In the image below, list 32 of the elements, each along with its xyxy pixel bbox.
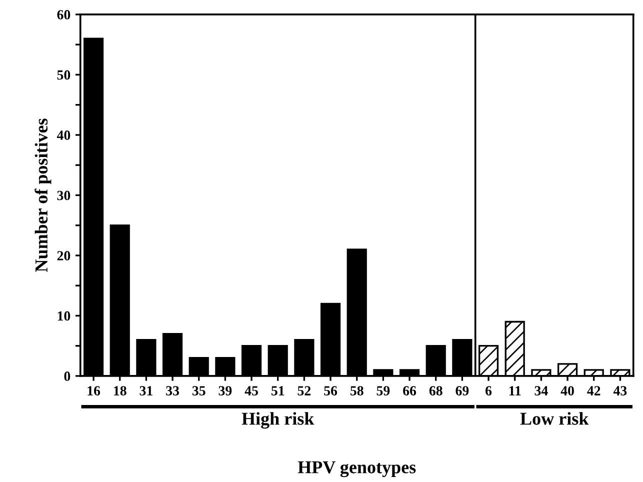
- x-tick-label: 56: [324, 386, 338, 396]
- y-tick-label: 10: [58, 311, 70, 321]
- y-tick-label: 30: [57, 190, 70, 200]
- x-tick-label: 59: [376, 386, 390, 396]
- x-tick-label: 11: [509, 386, 521, 396]
- y-tick-label: 20: [57, 251, 70, 260]
- y-tick-label: 50: [57, 70, 70, 80]
- y-axis-title: Number of positives: [34, 118, 52, 272]
- x-axis-title: HPV genotypes: [298, 461, 416, 478]
- x-tick-label: 40: [560, 386, 574, 396]
- x-tick-label: 42: [587, 386, 600, 396]
- x-tick-label: 35: [192, 386, 206, 396]
- x-tick-label: 31: [140, 386, 152, 396]
- text: Low risk: [520, 412, 589, 425]
- x-tick-label: 45: [244, 386, 258, 396]
- x-tick-label: 66: [403, 386, 416, 396]
- x-tick-label: 51: [271, 386, 284, 396]
- x-tick-label: 43: [613, 386, 627, 396]
- y-tick-label: 0: [64, 372, 70, 381]
- x-tick-label: 69: [456, 386, 469, 396]
- x-tick-label: 6: [486, 386, 492, 396]
- x-tick-label: 68: [429, 386, 442, 396]
- x-tick-label: 39: [218, 386, 232, 396]
- text: High risk: [242, 412, 314, 429]
- y-tick-label: 60: [57, 10, 70, 20]
- x-tick-label: 33: [166, 386, 180, 396]
- x-tick-label: 58: [350, 386, 364, 396]
- x-tick-label: 34: [534, 386, 548, 396]
- x-tick-label: 16: [88, 386, 100, 396]
- x-tick-label: 52: [298, 386, 311, 396]
- x-tick-label: 18: [114, 386, 126, 396]
- y-tick-label: 40: [56, 130, 70, 140]
